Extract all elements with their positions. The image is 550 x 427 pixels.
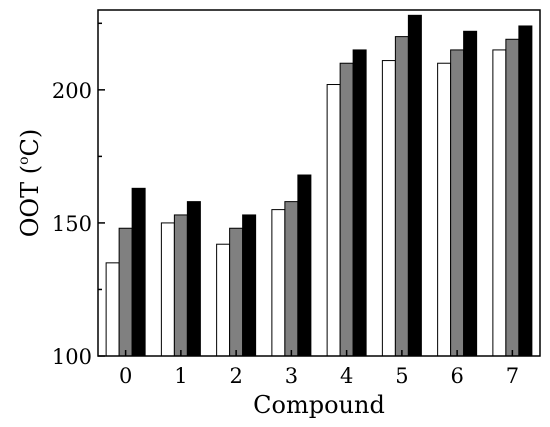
- bar-6-0: [437, 62, 452, 357]
- bar-3-2: [297, 174, 312, 357]
- x-tick-label-5: 5: [395, 364, 408, 388]
- bar-6-2: [463, 30, 478, 357]
- x-tick-label-3: 3: [285, 364, 298, 388]
- bar-4-0: [326, 84, 341, 357]
- x-tick-label-2: 2: [229, 364, 242, 388]
- x-tick-label-0: 0: [119, 364, 132, 388]
- y-tick-labels: 100 150 200: [52, 79, 92, 369]
- x-axis-title: Compound: [253, 391, 385, 419]
- bar-7-0: [492, 49, 507, 357]
- bar-4-2: [352, 49, 367, 357]
- bar-4-1: [339, 62, 354, 357]
- bar-5-1: [394, 36, 409, 357]
- bar-1-1: [173, 214, 188, 357]
- x-tick-label-4: 4: [340, 364, 353, 388]
- bar-7-2: [518, 25, 533, 357]
- bar-7-1: [505, 38, 520, 357]
- bar-0-0: [105, 262, 120, 357]
- bar-0-2: [131, 187, 146, 357]
- y-axis-title-unit: C): [16, 129, 44, 157]
- x-tick-labels: 0 1 2 3 4 5 6 7: [119, 364, 519, 388]
- y-axis-title-superscript: o: [16, 156, 32, 164]
- bar-1-2: [186, 201, 201, 357]
- y-axis-title: OOT (oC): [16, 129, 44, 238]
- bar-6-1: [450, 49, 465, 357]
- y-tick-label-100: 100: [52, 345, 92, 369]
- bar-5-0: [381, 60, 396, 357]
- y-tick-label-150: 150: [52, 212, 92, 236]
- bar-3-1: [284, 201, 299, 357]
- bar-2-0: [216, 243, 231, 357]
- bars-group: [105, 14, 533, 357]
- bar-0-1: [118, 227, 133, 357]
- bar-3-0: [271, 209, 286, 357]
- bar-2-2: [242, 214, 257, 357]
- x-tick-label-6: 6: [450, 364, 463, 388]
- y-tick-label-200: 200: [52, 79, 92, 103]
- x-tick-label-7: 7: [506, 364, 519, 388]
- bar-2-1: [229, 227, 244, 357]
- y-axis-title-main: OOT (: [16, 165, 44, 237]
- plot-frame: [97, 9, 541, 357]
- x-tick-label-1: 1: [174, 364, 187, 388]
- bar-1-0: [160, 222, 175, 357]
- bar-5-2: [407, 14, 422, 357]
